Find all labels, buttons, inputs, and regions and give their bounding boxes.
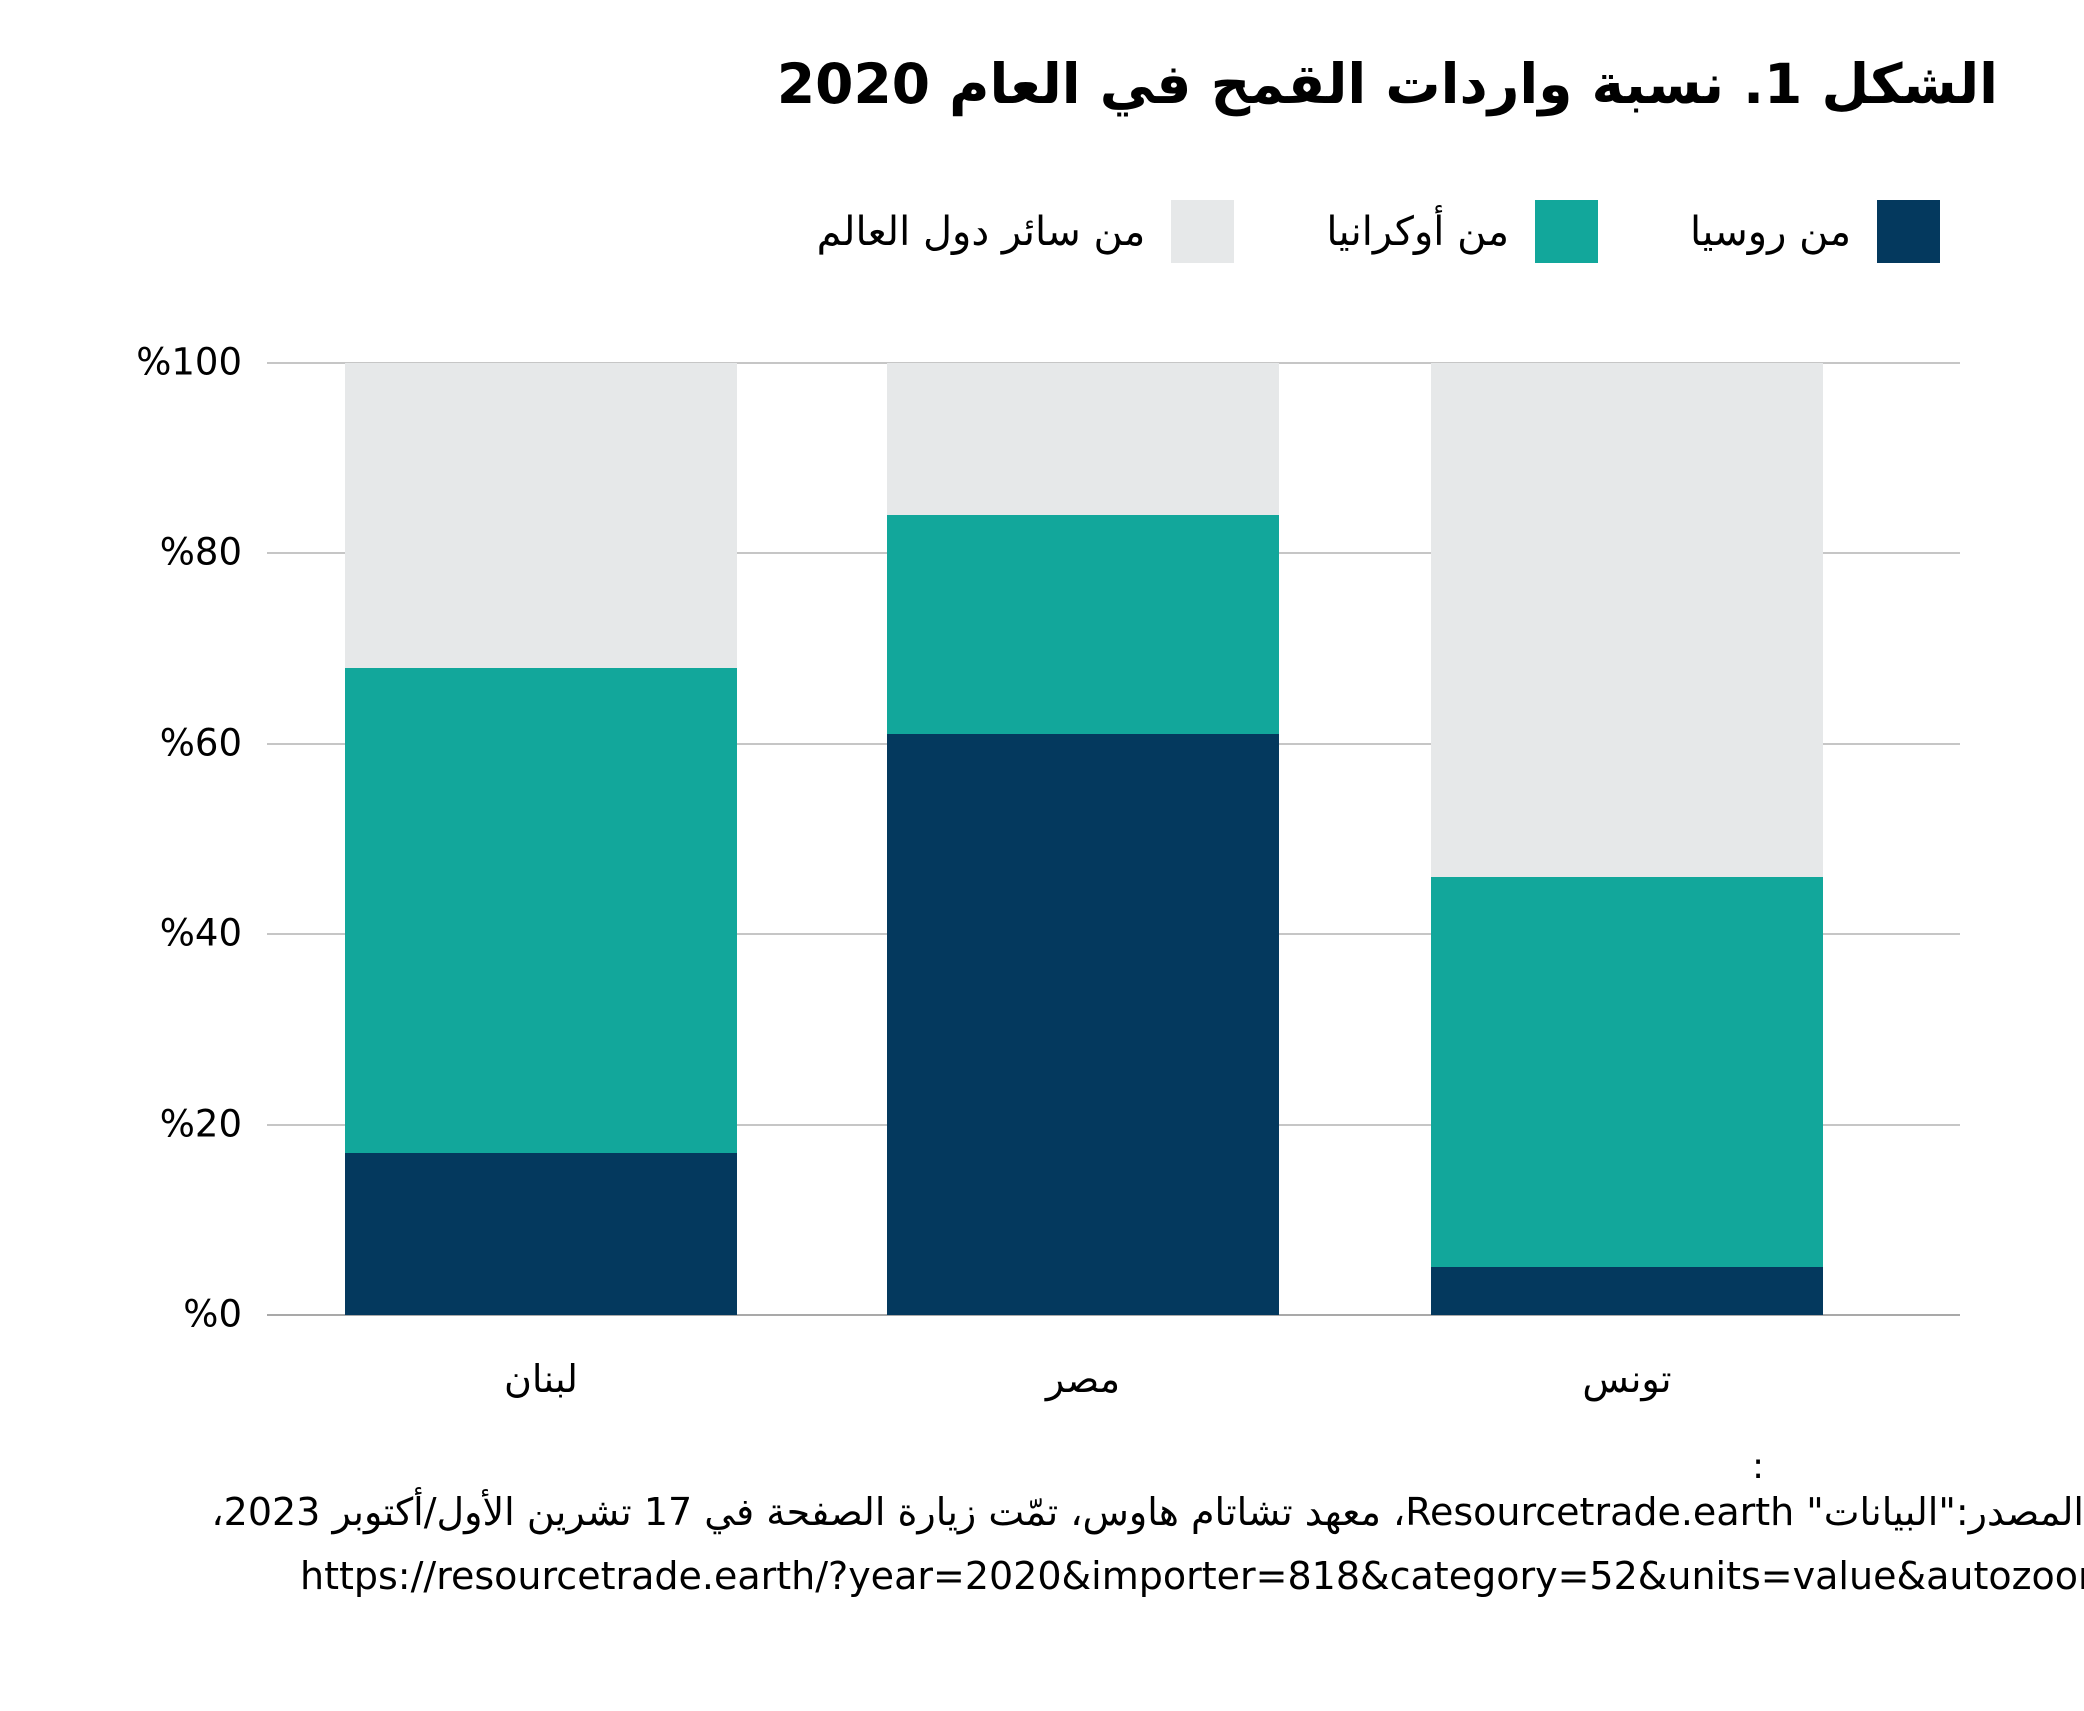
bar-segment-لبنان-من روسيا bbox=[345, 1153, 737, 1315]
legend-swatch bbox=[1535, 200, 1598, 263]
legend-swatch bbox=[1877, 200, 1940, 263]
legend-item: من روسيا bbox=[1690, 200, 1940, 263]
x-tick-label-لبنان: لبنان bbox=[504, 1357, 578, 1401]
y-tick-label-100: %100 bbox=[136, 340, 242, 384]
bar-تونس bbox=[1431, 363, 1823, 1315]
bar-segment-مصر-من سائر دول العالم bbox=[887, 363, 1279, 516]
legend-item: من أوكرانيا bbox=[1326, 200, 1598, 263]
gridline-0 bbox=[267, 1314, 1960, 1316]
legend-swatch bbox=[1171, 200, 1235, 263]
x-tick-label-تونس: تونس bbox=[1582, 1357, 1672, 1401]
bar-مصر bbox=[887, 363, 1279, 1315]
y-tick-label-80: %80 bbox=[159, 531, 242, 575]
bar-segment-مصر-من روسيا bbox=[887, 734, 1279, 1315]
y-tick-label-0: %0 bbox=[183, 1292, 242, 1336]
legend-item: من سائر دول العالم bbox=[817, 200, 1235, 263]
y-tick-label-60: %60 bbox=[159, 721, 242, 765]
legend-label: من روسيا bbox=[1690, 208, 1851, 255]
chart-title: الشكل 1. نسبة واردات القمح في العام 2020 bbox=[776, 52, 1998, 116]
source-block: المصدر:"البيانات" Resourcetrade.earth، م… bbox=[211, 1490, 2084, 1598]
legend-label: من سائر دول العالم bbox=[816, 208, 1146, 255]
plot-area: %0 %20 %40 %60 %80 %100 لبنان مصر تونس bbox=[136, 341, 1960, 1401]
bar-segment-لبنان-من سائر دول العالم bbox=[345, 363, 737, 668]
gridline-100 bbox=[267, 362, 1960, 364]
source-url: https://resourcetrade.earth/?year=2020&i… bbox=[300, 1554, 2084, 1598]
source-colon: : bbox=[1752, 1446, 1765, 1487]
legend-label: من أوكرانيا bbox=[1326, 208, 1509, 255]
y-tick-label-40: %40 bbox=[159, 911, 242, 955]
bar-segment-مصر-من أوكرانيا bbox=[887, 515, 1279, 735]
y-tick-label-20: %20 bbox=[159, 1102, 242, 1146]
source-text: المصدر:"البيانات" Resourcetrade.earth، م… bbox=[211, 1490, 2084, 1534]
bar-segment-تونس-من روسيا bbox=[1431, 1267, 1823, 1315]
bar-segment-لبنان-من أوكرانيا bbox=[345, 667, 737, 1154]
bar-segment-تونس-من سائر دول العالم bbox=[1431, 363, 1823, 878]
x-tick-label-مصر: مصر bbox=[1045, 1357, 1121, 1401]
bar-segment-تونس-من أوكرانيا bbox=[1431, 877, 1823, 1268]
legend: من روسيا من أوكرانيا من سائر دول العالم bbox=[817, 200, 1940, 263]
bar-لبنان bbox=[345, 363, 737, 1315]
